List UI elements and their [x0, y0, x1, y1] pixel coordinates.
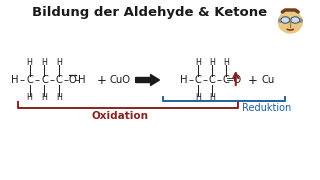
Text: –: – [203, 75, 208, 85]
Text: H: H [180, 75, 188, 85]
Text: C: C [41, 75, 48, 85]
Text: Cu: Cu [262, 75, 275, 85]
Text: C: C [195, 75, 202, 85]
Text: Reduktion: Reduktion [242, 103, 291, 113]
Text: H: H [56, 93, 62, 102]
Text: –: – [35, 75, 40, 85]
Text: CuO: CuO [109, 75, 130, 85]
Text: –: – [20, 75, 25, 85]
Text: –: – [63, 75, 68, 85]
Text: –: – [189, 75, 194, 85]
Text: H: H [56, 57, 62, 66]
Text: H: H [209, 57, 215, 66]
Text: H: H [11, 75, 19, 85]
Text: –: – [49, 75, 54, 85]
Text: –: – [216, 75, 221, 85]
Ellipse shape [281, 17, 290, 23]
Text: H: H [42, 93, 47, 102]
FancyArrow shape [136, 75, 159, 86]
Ellipse shape [278, 11, 302, 33]
Text: H: H [78, 75, 86, 85]
Text: H: H [223, 57, 229, 66]
Text: H: H [209, 93, 215, 102]
Text: O: O [68, 75, 76, 85]
Text: C: C [222, 75, 229, 85]
Text: +: + [97, 73, 107, 87]
Text: H: H [195, 93, 201, 102]
Text: H: H [27, 57, 33, 66]
Text: =O: =O [226, 75, 242, 85]
Text: C: C [209, 75, 215, 85]
Text: –: – [75, 75, 80, 85]
Text: H: H [27, 93, 33, 102]
Text: C: C [26, 75, 33, 85]
Text: +: + [248, 73, 258, 87]
Text: H: H [195, 57, 201, 66]
Text: C: C [56, 75, 63, 85]
Text: Oxidation: Oxidation [92, 111, 149, 121]
Text: H: H [42, 57, 47, 66]
Ellipse shape [291, 17, 300, 23]
Text: Bildung der Aldehyde & Ketone: Bildung der Aldehyde & Ketone [32, 6, 267, 19]
